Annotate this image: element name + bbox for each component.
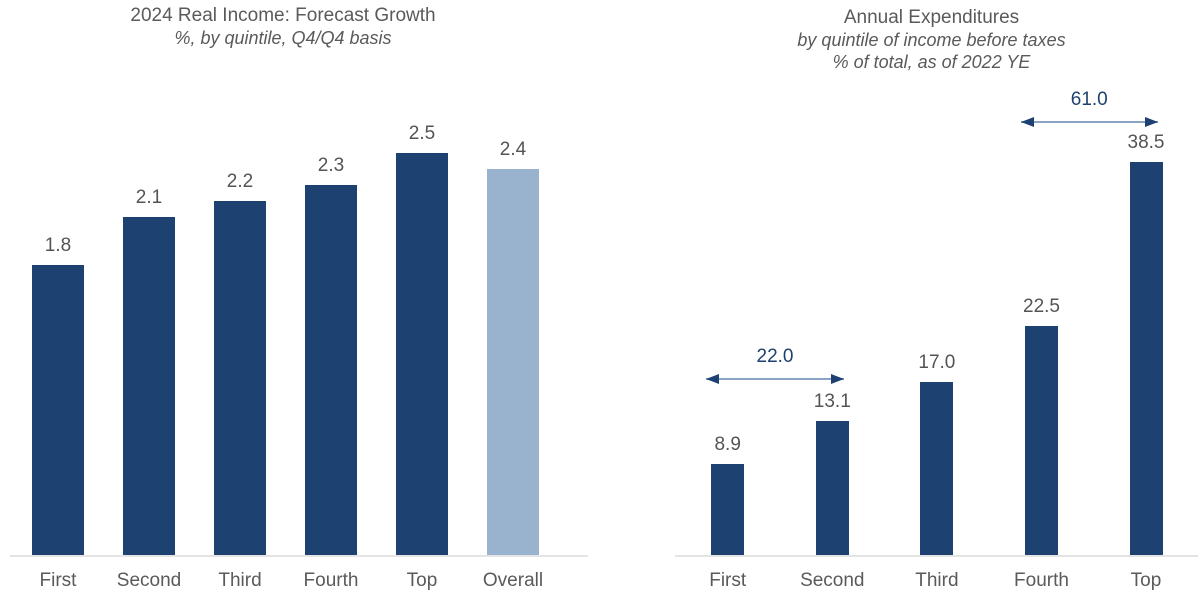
bar-fourth <box>305 184 357 555</box>
category-label-fourth: Fourth <box>303 570 359 591</box>
value-label-third: 2.2 <box>226 170 254 192</box>
category-label-second: Second <box>800 570 865 591</box>
category-label-fourth: Fourth <box>1014 570 1069 591</box>
category-label-top: Top <box>1130 570 1162 591</box>
bar-second <box>815 421 849 555</box>
chart-header: 2024 Real Income: Forecast Growth %, by … <box>0 4 566 49</box>
bar-third <box>214 200 266 555</box>
bar-second <box>123 216 175 555</box>
annotation-label-22.0: 22.0 <box>756 346 794 367</box>
value-label-overall: 2.4 <box>499 138 527 160</box>
arrowhead-left-icon <box>1020 117 1034 127</box>
chart-real-income-growth: 2024 Real Income: Forecast Growth %, by … <box>0 4 588 591</box>
arrowhead-right-icon <box>1145 117 1158 127</box>
category-label-first: First <box>39 570 77 591</box>
bar-first <box>711 464 745 555</box>
value-label-third: 17.0 <box>918 351 956 373</box>
annotation-label-61.0: 61.0 <box>1070 89 1108 110</box>
arrowhead-right-icon <box>831 374 844 384</box>
value-label-second: 2.1 <box>135 186 163 208</box>
bar-top <box>396 152 448 555</box>
annotation-arrow-line <box>1020 121 1158 123</box>
category-label-first: First <box>709 570 747 591</box>
category-label-overall: Overall <box>482 570 544 591</box>
chart-subtitle: %, by quintile, Q4/Q4 basis <box>174 28 392 48</box>
category-label-third: Third <box>218 570 262 591</box>
bar-overall <box>487 168 539 555</box>
chart-title: 2024 Real Income: Forecast Growth <box>130 5 436 26</box>
annotation-arrow-line <box>706 378 844 380</box>
chart-title: Annual Expenditures <box>843 7 1020 28</box>
value-label-first: 8.9 <box>714 434 741 456</box>
bar-first <box>32 265 84 555</box>
bar-top <box>1129 162 1163 555</box>
value-label-first: 1.8 <box>44 235 72 257</box>
category-label-third: Third <box>915 570 959 591</box>
bar-fourth <box>1025 325 1058 555</box>
bar-third <box>920 381 954 555</box>
chart-subtitle: % of total, as of 2022 YE <box>832 52 1031 72</box>
value-label-top: 2.5 <box>408 122 436 144</box>
value-label-fourth: 22.5 <box>1023 295 1060 317</box>
x-axis-line <box>10 555 588 557</box>
chart-annual-expenditures: Annual Expenditures by quintile of incom… <box>660 0 1200 600</box>
chart-subtitle: by quintile of income before taxes <box>797 30 1066 50</box>
chart-header: Annual Expenditures by quintile of incom… <box>670 6 1193 73</box>
arrowhead-left-icon <box>706 374 719 384</box>
value-label-fourth: 2.3 <box>317 154 345 176</box>
plot-area-annual-expenditures: 8.9 First 13.1 Second 17.0 Third 22.5 Fourth 38.… <box>660 0 1200 600</box>
value-label-top: 38.5 <box>1127 132 1165 154</box>
plot-area-real-income: 1.8 First 2.1 Second 2.2 Third 2.3 Fourth 2.5 Top… <box>10 122 588 591</box>
x-axis-line <box>675 555 1198 557</box>
category-label-second: Second <box>116 570 182 591</box>
category-label-top: Top <box>406 570 438 591</box>
value-label-second: 13.1 <box>813 391 851 413</box>
